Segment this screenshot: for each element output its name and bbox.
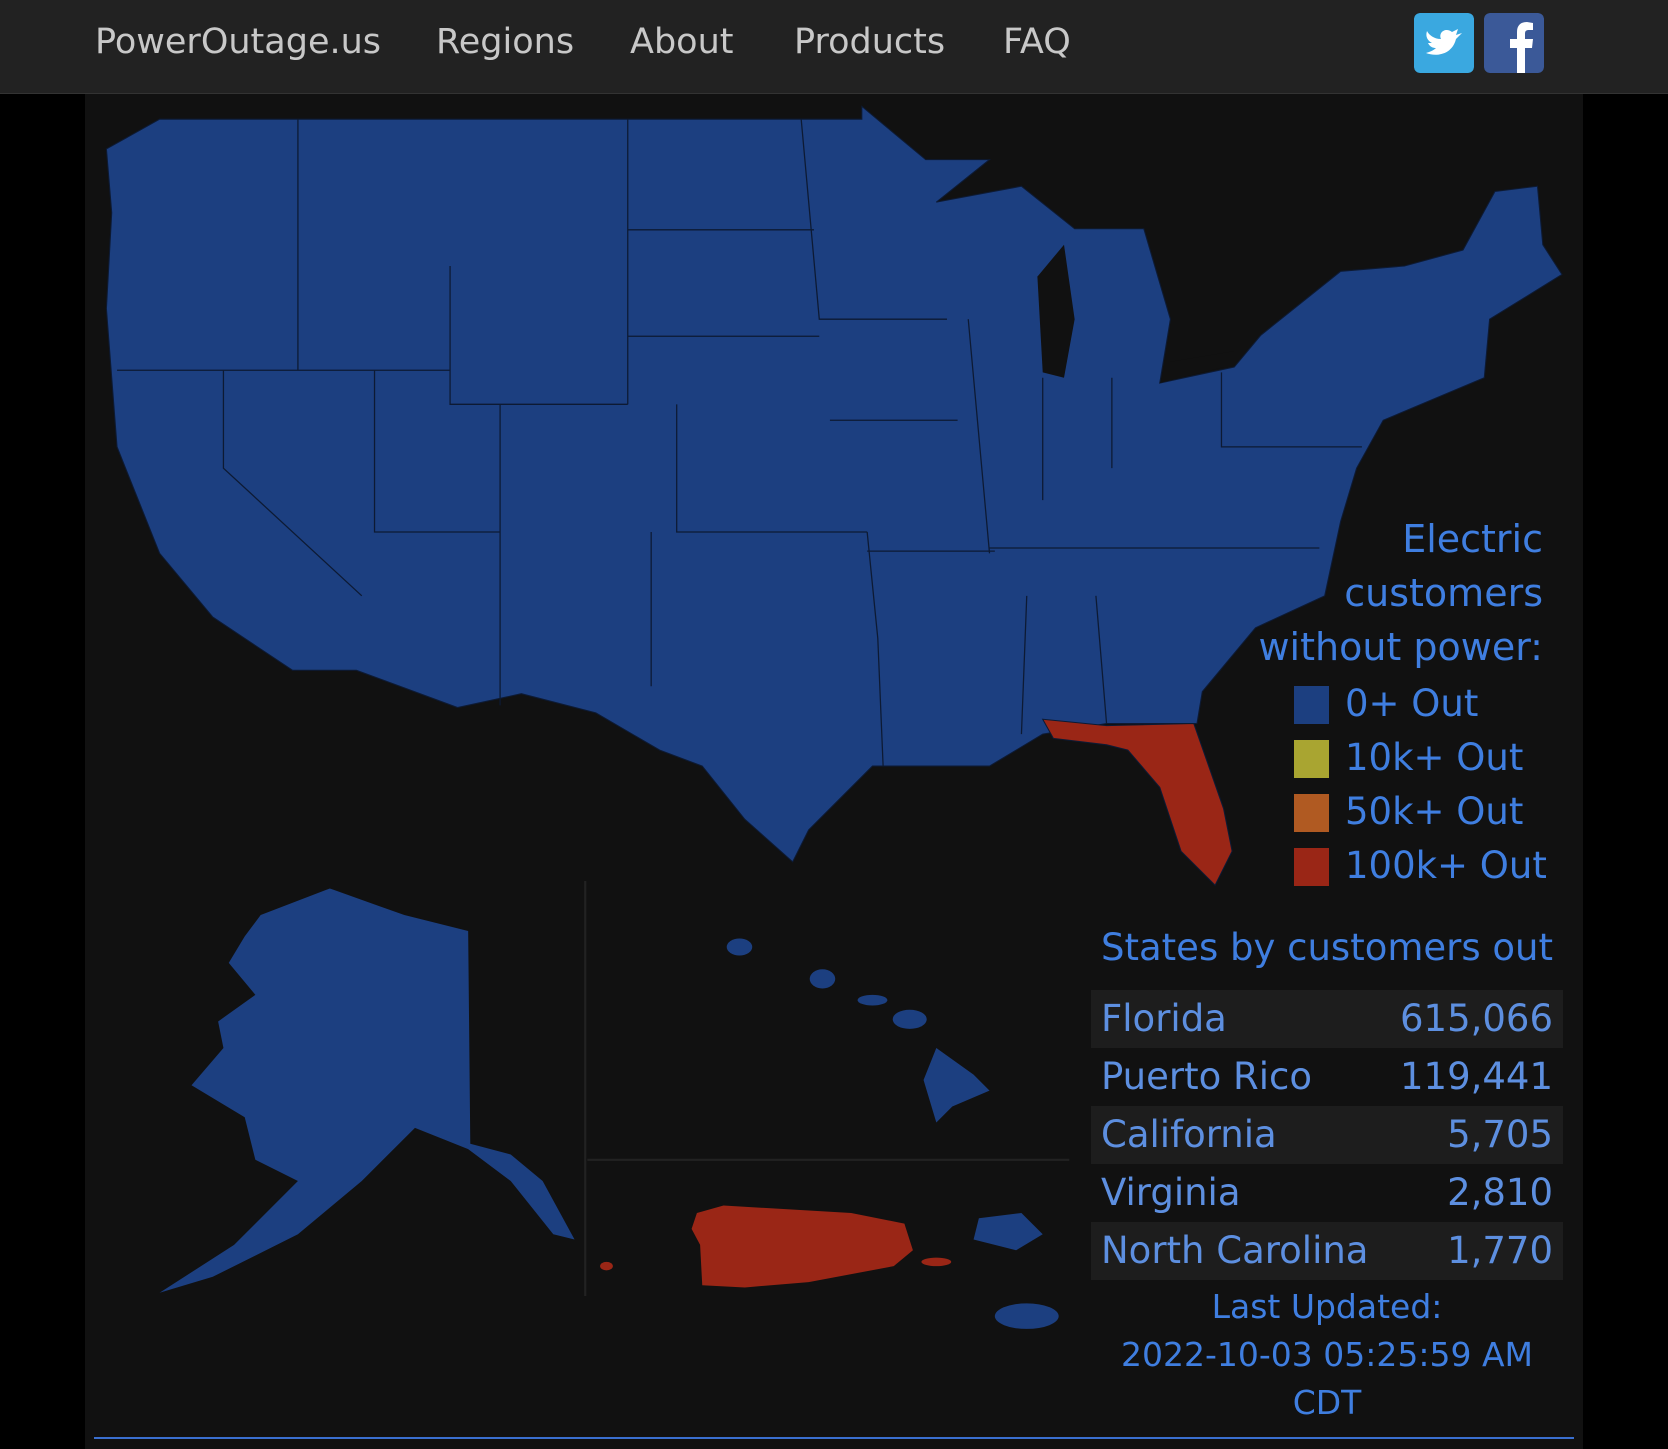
updated-value: 2022-10-03 05:25:59 AM CDT bbox=[1120, 1335, 1534, 1422]
customers-out: 2,810 bbox=[1447, 1171, 1553, 1214]
state-borders bbox=[117, 119, 1362, 767]
legend-swatch bbox=[1294, 848, 1329, 886]
state-name[interactable]: Puerto Rico bbox=[1101, 1055, 1312, 1098]
nav-link[interactable]: Regions bbox=[436, 22, 575, 62]
state-name[interactable]: North Carolina bbox=[1101, 1229, 1369, 1272]
table-row: Florida 615,066 bbox=[1091, 990, 1563, 1048]
nav-link[interactable]: About bbox=[630, 22, 734, 62]
legend-title: Electric customers without power: bbox=[1258, 517, 1543, 669]
inset-borders bbox=[584, 880, 1070, 1296]
legend-swatch bbox=[1294, 686, 1329, 724]
florida[interactable] bbox=[1041, 718, 1233, 887]
state-name[interactable]: Virginia bbox=[1101, 1171, 1241, 1214]
customers-out: 5,705 bbox=[1447, 1113, 1553, 1156]
nav-link[interactable]: Products bbox=[794, 22, 946, 62]
table-title: States by customers out bbox=[1101, 926, 1553, 969]
legend-label: 100k+ Out bbox=[1345, 844, 1547, 887]
contiguous-us[interactable] bbox=[105, 105, 1563, 863]
last-updated: Last Updated: 2022-10-03 05:25:59 AM CDT bbox=[1117, 1283, 1537, 1427]
table-row: North Carolina 1,770 bbox=[1091, 1222, 1563, 1280]
vieques bbox=[921, 1257, 952, 1267]
st-croix bbox=[994, 1303, 1059, 1329]
legend-label: 50k+ Out bbox=[1345, 790, 1524, 833]
bottom-rule bbox=[94, 1437, 1574, 1439]
table-row: Puerto Rico 119,441 bbox=[1091, 1048, 1563, 1106]
nav-bar: PowerOutage.us Regions About Products FAQ bbox=[0, 0, 1668, 94]
table-row: California 5,705 bbox=[1091, 1106, 1563, 1164]
mona bbox=[600, 1261, 613, 1271]
lake-michigan bbox=[1037, 244, 1075, 378]
outage-map bbox=[105, 105, 1563, 1329]
table-row: Virginia 2,810 bbox=[1091, 1164, 1563, 1222]
states-table: Florida 615,066 Puerto Rico 119,441 Californ… bbox=[1091, 990, 1563, 1280]
state-name[interactable]: California bbox=[1101, 1113, 1277, 1156]
legend-swatch bbox=[1294, 794, 1329, 832]
legend-label: 0+ Out bbox=[1345, 682, 1479, 725]
puerto-rico[interactable] bbox=[691, 1205, 913, 1288]
updated-label: Last Updated: bbox=[1211, 1287, 1443, 1326]
nav-link[interactable]: FAQ bbox=[1003, 22, 1071, 62]
customers-out: 119,441 bbox=[1399, 1055, 1553, 1098]
customers-out: 1,770 bbox=[1447, 1229, 1553, 1272]
lake-erie bbox=[1159, 351, 1235, 384]
virgin-islands bbox=[973, 1212, 1043, 1251]
customers-out: 615,066 bbox=[1399, 997, 1553, 1040]
facebook-icon[interactable] bbox=[1484, 13, 1544, 73]
state-name[interactable]: Florida bbox=[1101, 997, 1227, 1040]
alaska[interactable] bbox=[159, 888, 575, 1293]
brand-link[interactable]: PowerOutage.us bbox=[95, 22, 382, 62]
hawaii[interactable] bbox=[726, 938, 990, 1123]
legend-label: 10k+ Out bbox=[1345, 736, 1524, 779]
twitter-icon[interactable] bbox=[1414, 13, 1474, 73]
legend-swatch bbox=[1294, 740, 1329, 778]
